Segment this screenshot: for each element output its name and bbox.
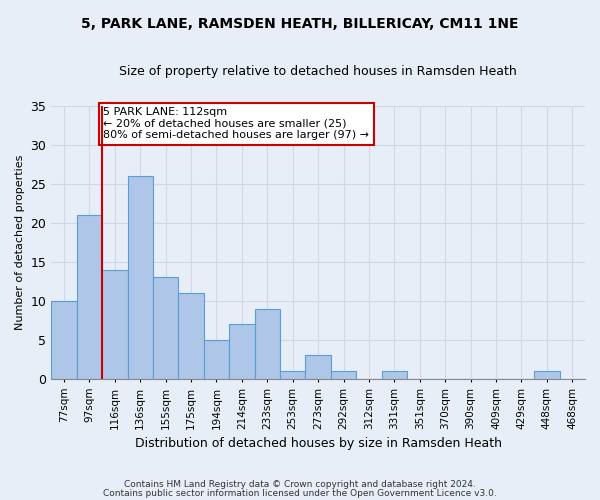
Bar [382,371,407,379]
Bar [77,215,102,379]
Bar [102,270,128,379]
Bar [280,371,305,379]
Bar [153,278,178,379]
Title: Size of property relative to detached houses in Ramsden Heath: Size of property relative to detached ho… [119,65,517,78]
Text: Contains public sector information licensed under the Open Government Licence v3: Contains public sector information licen… [103,488,497,498]
Text: 5, PARK LANE, RAMSDEN HEATH, BILLERICAY, CM11 1NE: 5, PARK LANE, RAMSDEN HEATH, BILLERICAY,… [81,18,519,32]
Text: Contains HM Land Registry data © Crown copyright and database right 2024.: Contains HM Land Registry data © Crown c… [124,480,476,489]
Bar [331,371,356,379]
Bar [254,308,280,379]
Bar [128,176,153,379]
Text: 5 PARK LANE: 112sqm
← 20% of detached houses are smaller (25)
80% of semi-detach: 5 PARK LANE: 112sqm ← 20% of detached ho… [103,107,370,140]
Bar [305,356,331,379]
Bar [534,371,560,379]
Y-axis label: Number of detached properties: Number of detached properties [15,154,25,330]
Bar [51,301,77,379]
X-axis label: Distribution of detached houses by size in Ramsden Heath: Distribution of detached houses by size … [134,437,502,450]
Bar [178,293,204,379]
Bar [204,340,229,379]
Bar [229,324,254,379]
